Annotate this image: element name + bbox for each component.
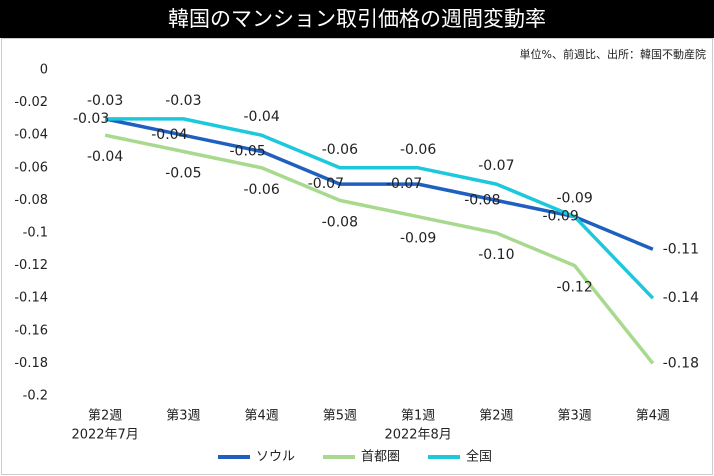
frame bbox=[1, 38, 713, 475]
x-tick-label: 第4週 bbox=[244, 409, 278, 424]
y-tick-label: -0.12 bbox=[14, 258, 48, 273]
data-label: -0.04 bbox=[151, 127, 187, 143]
data-label: -0.06 bbox=[322, 142, 358, 158]
y-tick-label: -0.18 bbox=[14, 356, 48, 371]
y-tick-label: 0 bbox=[40, 63, 48, 78]
x-tick-label: 第3週 bbox=[166, 409, 200, 424]
x-tick-label: 第1週 bbox=[401, 409, 435, 424]
x-tick-label: 第5週 bbox=[323, 409, 357, 424]
data-label: -0.09 bbox=[557, 191, 593, 207]
data-label: -0.07 bbox=[386, 176, 422, 192]
data-label: -0.07 bbox=[308, 176, 344, 192]
y-tick-label: -0.2 bbox=[23, 389, 48, 404]
y-tick-label: -0.1 bbox=[23, 226, 48, 241]
data-label: -0.07 bbox=[478, 158, 514, 174]
data-label: -0.03 bbox=[87, 93, 123, 109]
data-label: -0.08 bbox=[464, 192, 500, 208]
y-tick-label: -0.04 bbox=[14, 128, 48, 143]
data-label: -0.06 bbox=[244, 182, 280, 198]
data-label: -0.12 bbox=[557, 280, 593, 296]
y-tick-label: -0.02 bbox=[14, 95, 48, 110]
x-tick-label: 第4週 bbox=[636, 409, 670, 424]
data-label: -0.05 bbox=[230, 144, 266, 160]
x-group-label: 2022年7月 bbox=[71, 428, 138, 443]
legend-label: 全国 bbox=[466, 449, 492, 465]
data-label: -0.05 bbox=[165, 166, 201, 182]
series-line bbox=[105, 117, 655, 300]
chart-subtitle: 単位%、前週比、出所：韓国不動産院 bbox=[520, 47, 706, 61]
y-tick-label: -0.06 bbox=[14, 160, 48, 175]
x-tick-label: 第2週 bbox=[88, 409, 122, 424]
data-label: -0.03 bbox=[73, 111, 109, 127]
x-group-label: 2022年8月 bbox=[384, 428, 451, 443]
x-tick-label: 第2週 bbox=[479, 409, 513, 424]
y-tick-label: -0.14 bbox=[14, 291, 48, 306]
series-line bbox=[104, 133, 655, 365]
data-label: -0.09 bbox=[400, 231, 436, 247]
legend-label: 首都圏 bbox=[361, 450, 400, 465]
x-tick-label: 第3週 bbox=[557, 409, 591, 424]
data-label: -0.09 bbox=[543, 209, 579, 225]
data-label: -0.03 bbox=[165, 93, 201, 109]
series-line bbox=[104, 117, 654, 251]
chart-title: 韓国のマンション取引価格の週間変動率 bbox=[168, 7, 546, 31]
data-label: -0.11 bbox=[663, 241, 699, 257]
y-tick-label: -0.08 bbox=[14, 193, 48, 208]
data-label: -0.14 bbox=[663, 290, 699, 306]
data-label: -0.06 bbox=[400, 142, 436, 158]
data-label: -0.10 bbox=[478, 247, 514, 263]
title-bar bbox=[0, 0, 714, 38]
data-label: -0.18 bbox=[663, 355, 699, 371]
data-label: -0.08 bbox=[322, 214, 358, 230]
y-tick-label: -0.16 bbox=[14, 323, 48, 338]
data-label: -0.04 bbox=[87, 149, 123, 165]
data-label: -0.04 bbox=[244, 109, 280, 125]
legend-label: ソウル bbox=[256, 450, 295, 465]
